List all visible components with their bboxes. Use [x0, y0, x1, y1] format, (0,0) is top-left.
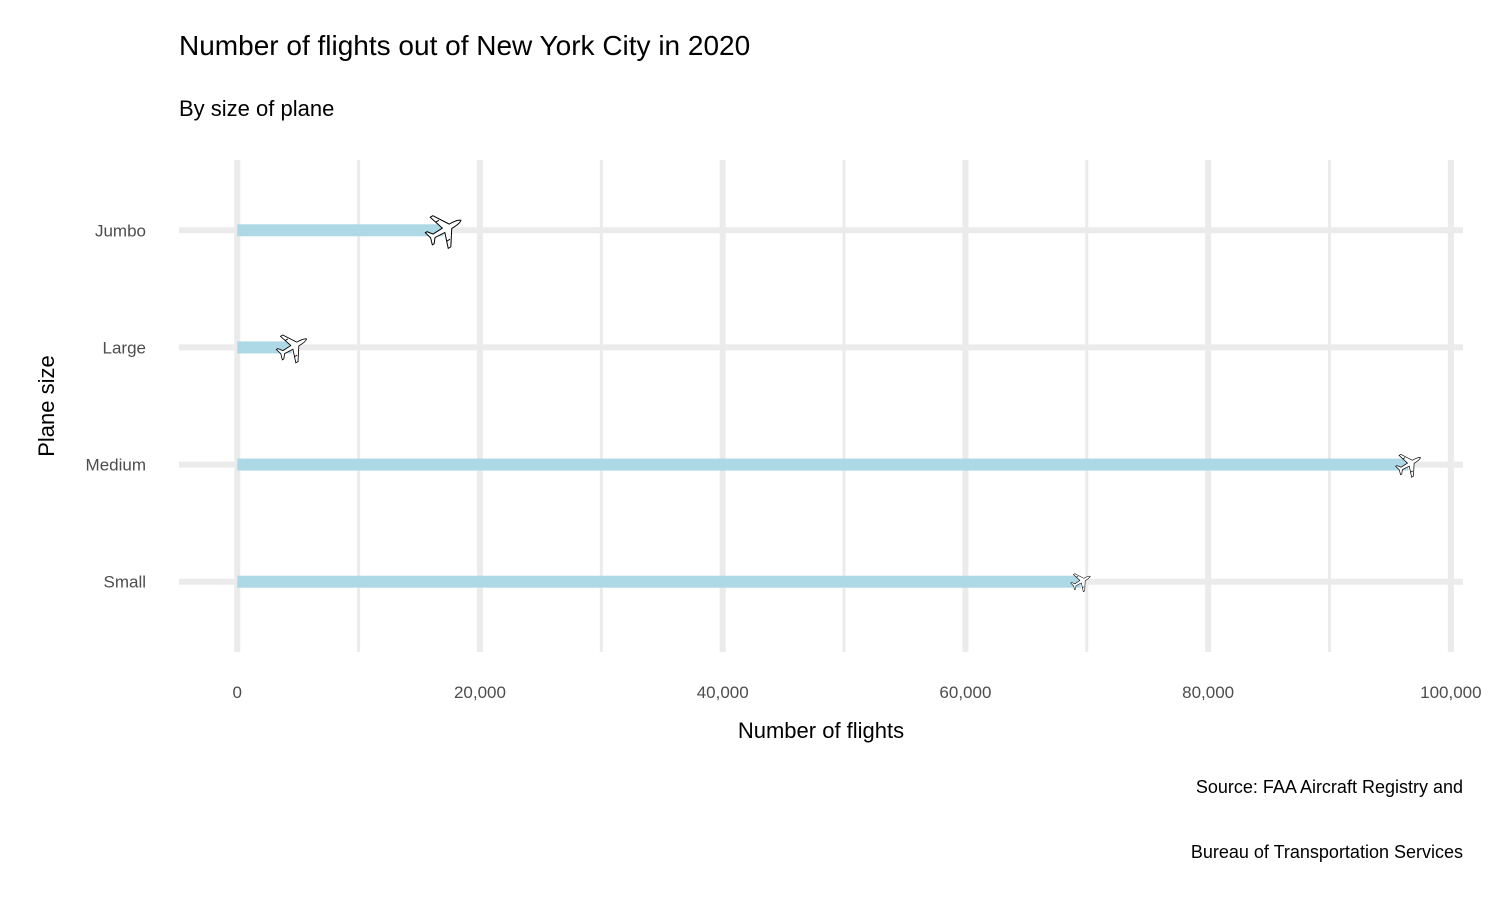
y-axis-title: Plane size [34, 355, 59, 457]
x-tick-label: 100,000 [1420, 683, 1481, 702]
bar-jumbo [237, 224, 444, 237]
bars [237, 204, 1428, 596]
chart-title: Number of flights out of New York City i… [179, 30, 751, 61]
x-tick-label: 80,000 [1182, 683, 1234, 702]
y-tick-label: Jumbo [95, 221, 146, 240]
y-tick-label: Large [103, 338, 146, 357]
y-tick-label: Small [103, 573, 146, 592]
bar-medium [237, 458, 1409, 471]
x-tick-label: 40,000 [697, 683, 749, 702]
y-tick-label: Medium [86, 456, 146, 475]
bar-small [237, 575, 1081, 588]
x-tick-label: 60,000 [939, 683, 991, 702]
caption-line-1: Source: FAA Aircraft Registry and [1195, 777, 1463, 797]
axes: Jumbo Large Medium Small 0 20,000 40,000 60,000… [34, 221, 1482, 743]
x-tick-label: 20,000 [454, 683, 506, 702]
caption-line-2: Bureau of Transportation Services [1190, 842, 1463, 862]
chart-subtitle: By size of plane [179, 96, 335, 121]
x-axis-title: Number of flights [738, 718, 904, 743]
x-tick-label: 0 [233, 683, 242, 702]
